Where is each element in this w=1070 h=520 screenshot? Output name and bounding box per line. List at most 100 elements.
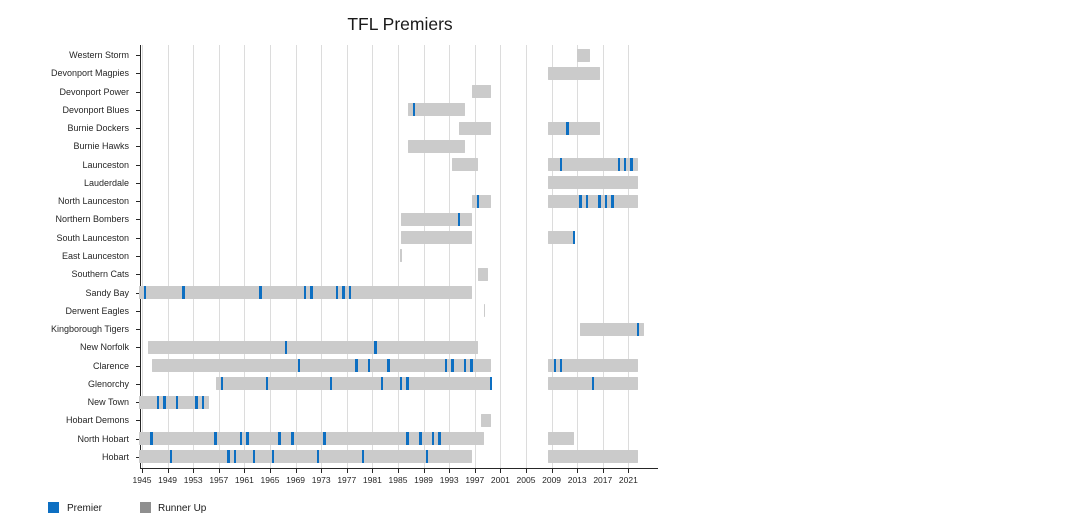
- premier-mark: [559, 359, 563, 373]
- premier-mark: [406, 432, 409, 446]
- premier-mark: [297, 359, 301, 373]
- premier-mark: [438, 432, 441, 446]
- gridline: [270, 45, 271, 468]
- runner-up-bar: [548, 176, 638, 190]
- gridline: [193, 45, 195, 468]
- x-axis-tick: [167, 469, 169, 473]
- runner-up-bar: [548, 158, 638, 172]
- y-axis-tick: [136, 347, 140, 349]
- x-tick-label: 1993: [439, 475, 459, 485]
- x-tick-label: 2009: [542, 475, 562, 485]
- gridline: [474, 45, 476, 468]
- runner-up-bar: [580, 322, 645, 336]
- gridline: [372, 45, 374, 468]
- gridline: [551, 45, 553, 468]
- y-axis-label-team: New Norfolk: [79, 342, 129, 353]
- gridline: [577, 45, 579, 468]
- x-tick-label: 1957: [209, 475, 229, 485]
- runner-up-bar: [548, 432, 574, 446]
- x-axis-tick: [295, 469, 297, 473]
- legend-premier-swatch: [48, 502, 59, 513]
- premier-mark: [406, 377, 409, 391]
- y-axis-label-team: Northern Bombers: [55, 214, 129, 225]
- runner-up-bar: [478, 267, 488, 281]
- y-axis-tick: [136, 146, 140, 148]
- gridline: [167, 45, 169, 468]
- y-axis-label-team: Hobart: [101, 451, 129, 462]
- gridline: [628, 45, 630, 468]
- runner-up-bar: [138, 450, 472, 464]
- premier-mark: [316, 450, 320, 464]
- y-axis-label-team: North Launceston: [57, 196, 129, 207]
- premier-mark: [553, 359, 557, 373]
- y-axis-tick: [136, 109, 140, 111]
- premier-mark: [387, 359, 390, 373]
- y-axis-label-team: Devonport Power: [59, 86, 129, 97]
- runner-up-bar: [458, 121, 491, 135]
- x-axis-tick: [142, 469, 143, 473]
- runner-up-bar: [471, 194, 491, 208]
- premier-mark: [169, 450, 173, 464]
- premier-mark: [451, 359, 454, 373]
- runner-up-bar: [548, 231, 574, 245]
- x-tick-label: 1981: [362, 475, 382, 485]
- premier-mark: [611, 194, 614, 208]
- x-axis-tick: [602, 469, 604, 473]
- y-axis-tick: [136, 55, 140, 56]
- premier-mark: [150, 432, 153, 446]
- y-axis-label-team: Sandy Bay: [85, 287, 129, 298]
- premier-mark: [598, 194, 601, 208]
- runner-up-bar: [138, 432, 485, 446]
- y-axis-label-team: Lauderdale: [83, 177, 129, 188]
- y-axis-tick: [136, 237, 140, 239]
- y-axis-label-team: South Launceston: [56, 232, 129, 243]
- premier-mark: [291, 432, 294, 446]
- y-axis-tick: [136, 310, 140, 312]
- premier-mark: [630, 158, 633, 172]
- y-axis-label-team: Hobart Demons: [65, 415, 129, 426]
- x-axis-tick: [526, 469, 527, 473]
- gridline: [500, 45, 502, 468]
- premier-mark: [636, 322, 640, 336]
- premier-mark: [476, 194, 480, 208]
- runner-up-bar: [577, 48, 590, 62]
- premier-mark: [374, 340, 377, 354]
- y-axis-tick: [136, 219, 140, 221]
- x-tick-label: 1945: [132, 475, 152, 485]
- premier-mark: [182, 286, 185, 299]
- premier-mark: [623, 158, 627, 172]
- premier-mark: [175, 395, 179, 409]
- x-tick-label: 2017: [593, 475, 613, 485]
- runner-up-bar: [400, 249, 402, 263]
- y-axis-tick: [136, 128, 140, 130]
- premier-mark: [163, 395, 166, 409]
- gridline: [346, 45, 348, 468]
- runner-up-bar: [471, 85, 491, 99]
- legend-runner-up-swatch: [140, 502, 151, 513]
- premier-mark: [227, 450, 230, 464]
- premier-mark: [572, 231, 576, 245]
- y-axis-label-team: Derwent Eagles: [65, 305, 129, 316]
- premier-mark: [367, 359, 371, 373]
- x-tick-label: 1989: [414, 475, 434, 485]
- x-tick-label: 1985: [388, 475, 408, 485]
- y-axis-label-team: Burnie Hawks: [73, 141, 129, 152]
- legend-runner-up-label: Runner Up: [158, 503, 207, 514]
- y-axis-label-team: East Launceston: [61, 250, 129, 261]
- x-axis-tick: [218, 469, 220, 473]
- gridline: [526, 45, 527, 468]
- runner-up-bar: [407, 139, 466, 153]
- y-axis-label-team: Burnie Dockers: [67, 123, 129, 134]
- y-axis-label-team: Devonport Blues: [62, 104, 129, 115]
- x-axis-tick: [500, 469, 502, 473]
- y-axis-tick: [136, 255, 140, 257]
- premier-mark: [271, 450, 275, 464]
- chart-title: TFL Premiers: [347, 14, 453, 34]
- gridline: [321, 45, 323, 468]
- premier-mark: [278, 432, 281, 446]
- runner-up-bar: [138, 395, 210, 409]
- premier-mark: [156, 395, 160, 409]
- x-tick-label: 1977: [337, 475, 357, 485]
- y-axis-tick: [136, 292, 140, 294]
- x-axis-tick: [270, 469, 271, 473]
